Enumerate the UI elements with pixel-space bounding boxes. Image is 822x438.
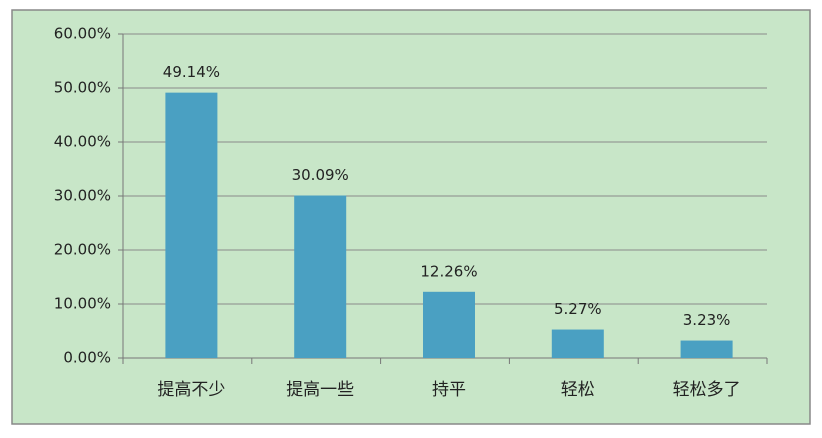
x-tick-label: 提高一些 xyxy=(286,380,354,400)
bar xyxy=(294,195,347,358)
y-tick-label: 50.00% xyxy=(54,79,111,97)
x-tick-label: 提高不少 xyxy=(157,380,225,400)
bar xyxy=(423,291,475,358)
chart-background xyxy=(11,9,811,425)
y-tick-label: 40.00% xyxy=(54,133,111,151)
y-tick-label: 0.00% xyxy=(63,349,111,367)
data-label: 5.27% xyxy=(554,300,602,318)
data-label: 49.14% xyxy=(163,63,220,81)
data-label: 3.23% xyxy=(683,311,731,329)
y-tick-label: 30.00% xyxy=(54,187,111,205)
data-label: 30.09% xyxy=(292,166,349,184)
bar xyxy=(680,340,733,358)
y-tick-label: 10.00% xyxy=(54,295,111,313)
x-tick-label: 轻松多了 xyxy=(673,380,741,400)
data-label: 12.26% xyxy=(420,262,477,280)
y-tick-label: 60.00% xyxy=(54,25,111,43)
x-tick-label: 持平 xyxy=(432,380,466,400)
bar xyxy=(551,329,604,358)
x-tick-label: 轻松 xyxy=(561,380,595,400)
bar xyxy=(165,92,218,359)
y-tick-label: 20.00% xyxy=(54,241,111,259)
